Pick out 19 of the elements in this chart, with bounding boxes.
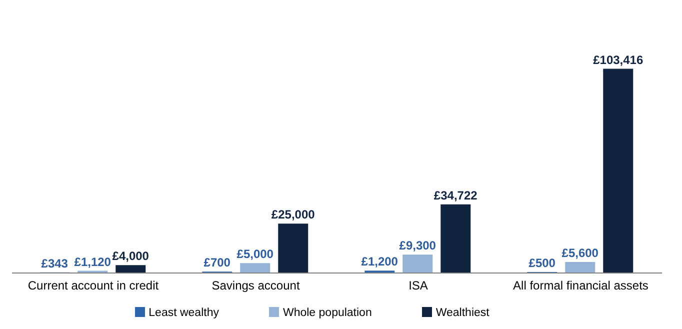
legend-label: Wealthiest [436, 307, 490, 319]
data-label: £25,000 [271, 208, 316, 222]
data-label: £1,120 [74, 254, 112, 269]
data-label: £1,200 [361, 254, 398, 269]
data-label: £5,600 [562, 246, 599, 260]
legend-label: Whole population [282, 307, 372, 319]
data-label: £343 [41, 256, 68, 270]
x-tick-label: ISA [408, 278, 428, 293]
x-tick-label: Current account in credit [28, 278, 160, 293]
data-label: £34,722 [434, 188, 478, 202]
x-tick-label: All formal financial assets [513, 278, 648, 293]
data-label: £103,416 [593, 52, 644, 67]
data-label: £5,000 [236, 247, 274, 262]
data-label: £500 [528, 256, 556, 270]
x-tick-label: Savings account [212, 278, 300, 293]
data-label: £9,300 [399, 238, 436, 253]
data-label: £4,000 [112, 249, 150, 264]
legend-label: Least wealthy [148, 307, 219, 319]
data-label: £700 [204, 256, 231, 270]
